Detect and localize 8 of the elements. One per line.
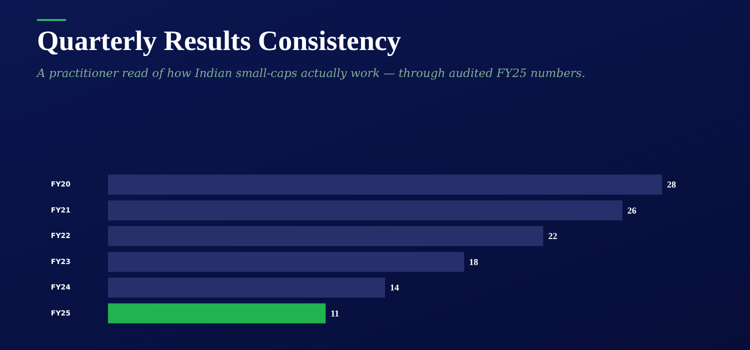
data-label: 26 <box>627 205 637 216</box>
chart-subtitle: A practitioner read of how Indian small-caps actually work — through audited FY25 numbers. <box>37 66 586 80</box>
data-label: 22 <box>548 231 558 242</box>
data-label: 28 <box>667 180 676 190</box>
chart-title: Quarterly Results Consistency <box>37 26 401 58</box>
data-label: 14 <box>390 282 400 293</box>
data-label: 18 <box>469 256 479 267</box>
data-label: 11 <box>330 308 340 318</box>
